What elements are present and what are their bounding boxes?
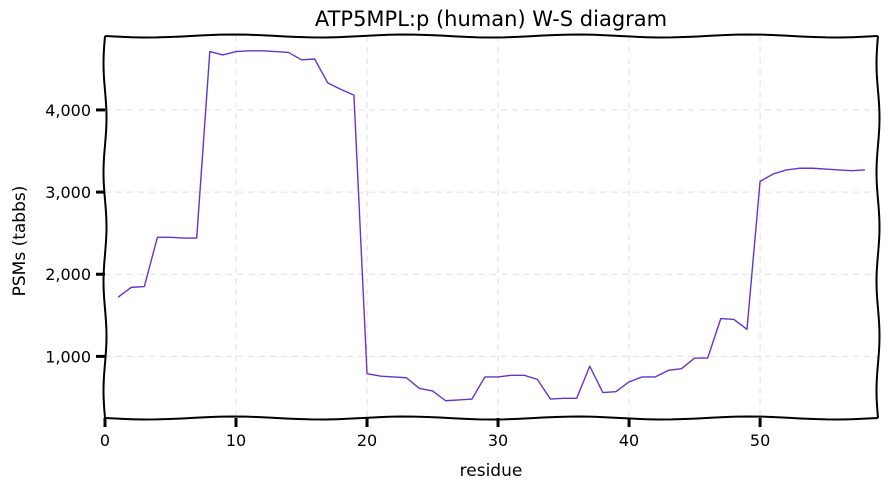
frame-right — [875, 35, 881, 419]
y-tick-label: 3,000 — [45, 183, 91, 202]
x-tick-label: 50 — [750, 431, 770, 450]
x-tick-label: 30 — [488, 431, 508, 450]
x-tick-label: 20 — [357, 431, 377, 450]
series-layer — [117, 50, 865, 402]
y-tick-label: 1,000 — [45, 347, 91, 366]
grid — [105, 36, 878, 418]
frame-left — [102, 35, 108, 419]
frame-bottom — [104, 415, 879, 421]
y-tick-label: 2,000 — [45, 265, 91, 284]
ticks: 0 10 20 30 40 50 1,000 2,000 3,000 4,000 — [45, 101, 770, 450]
series-line — [117, 50, 865, 402]
x-tick-label: 10 — [226, 431, 246, 450]
plot-frame — [102, 33, 881, 421]
chart-title: ATP5MPL:p (human) W-S diagram — [315, 7, 667, 31]
y-tick-label: 4,000 — [45, 101, 91, 120]
x-tick-label: 0 — [100, 431, 110, 450]
frame-top — [104, 33, 879, 39]
y-axis-title: PSMs (tabbs) — [10, 186, 30, 297]
x-tick-label: 40 — [619, 431, 639, 450]
x-axis-title: residue — [460, 461, 523, 481]
